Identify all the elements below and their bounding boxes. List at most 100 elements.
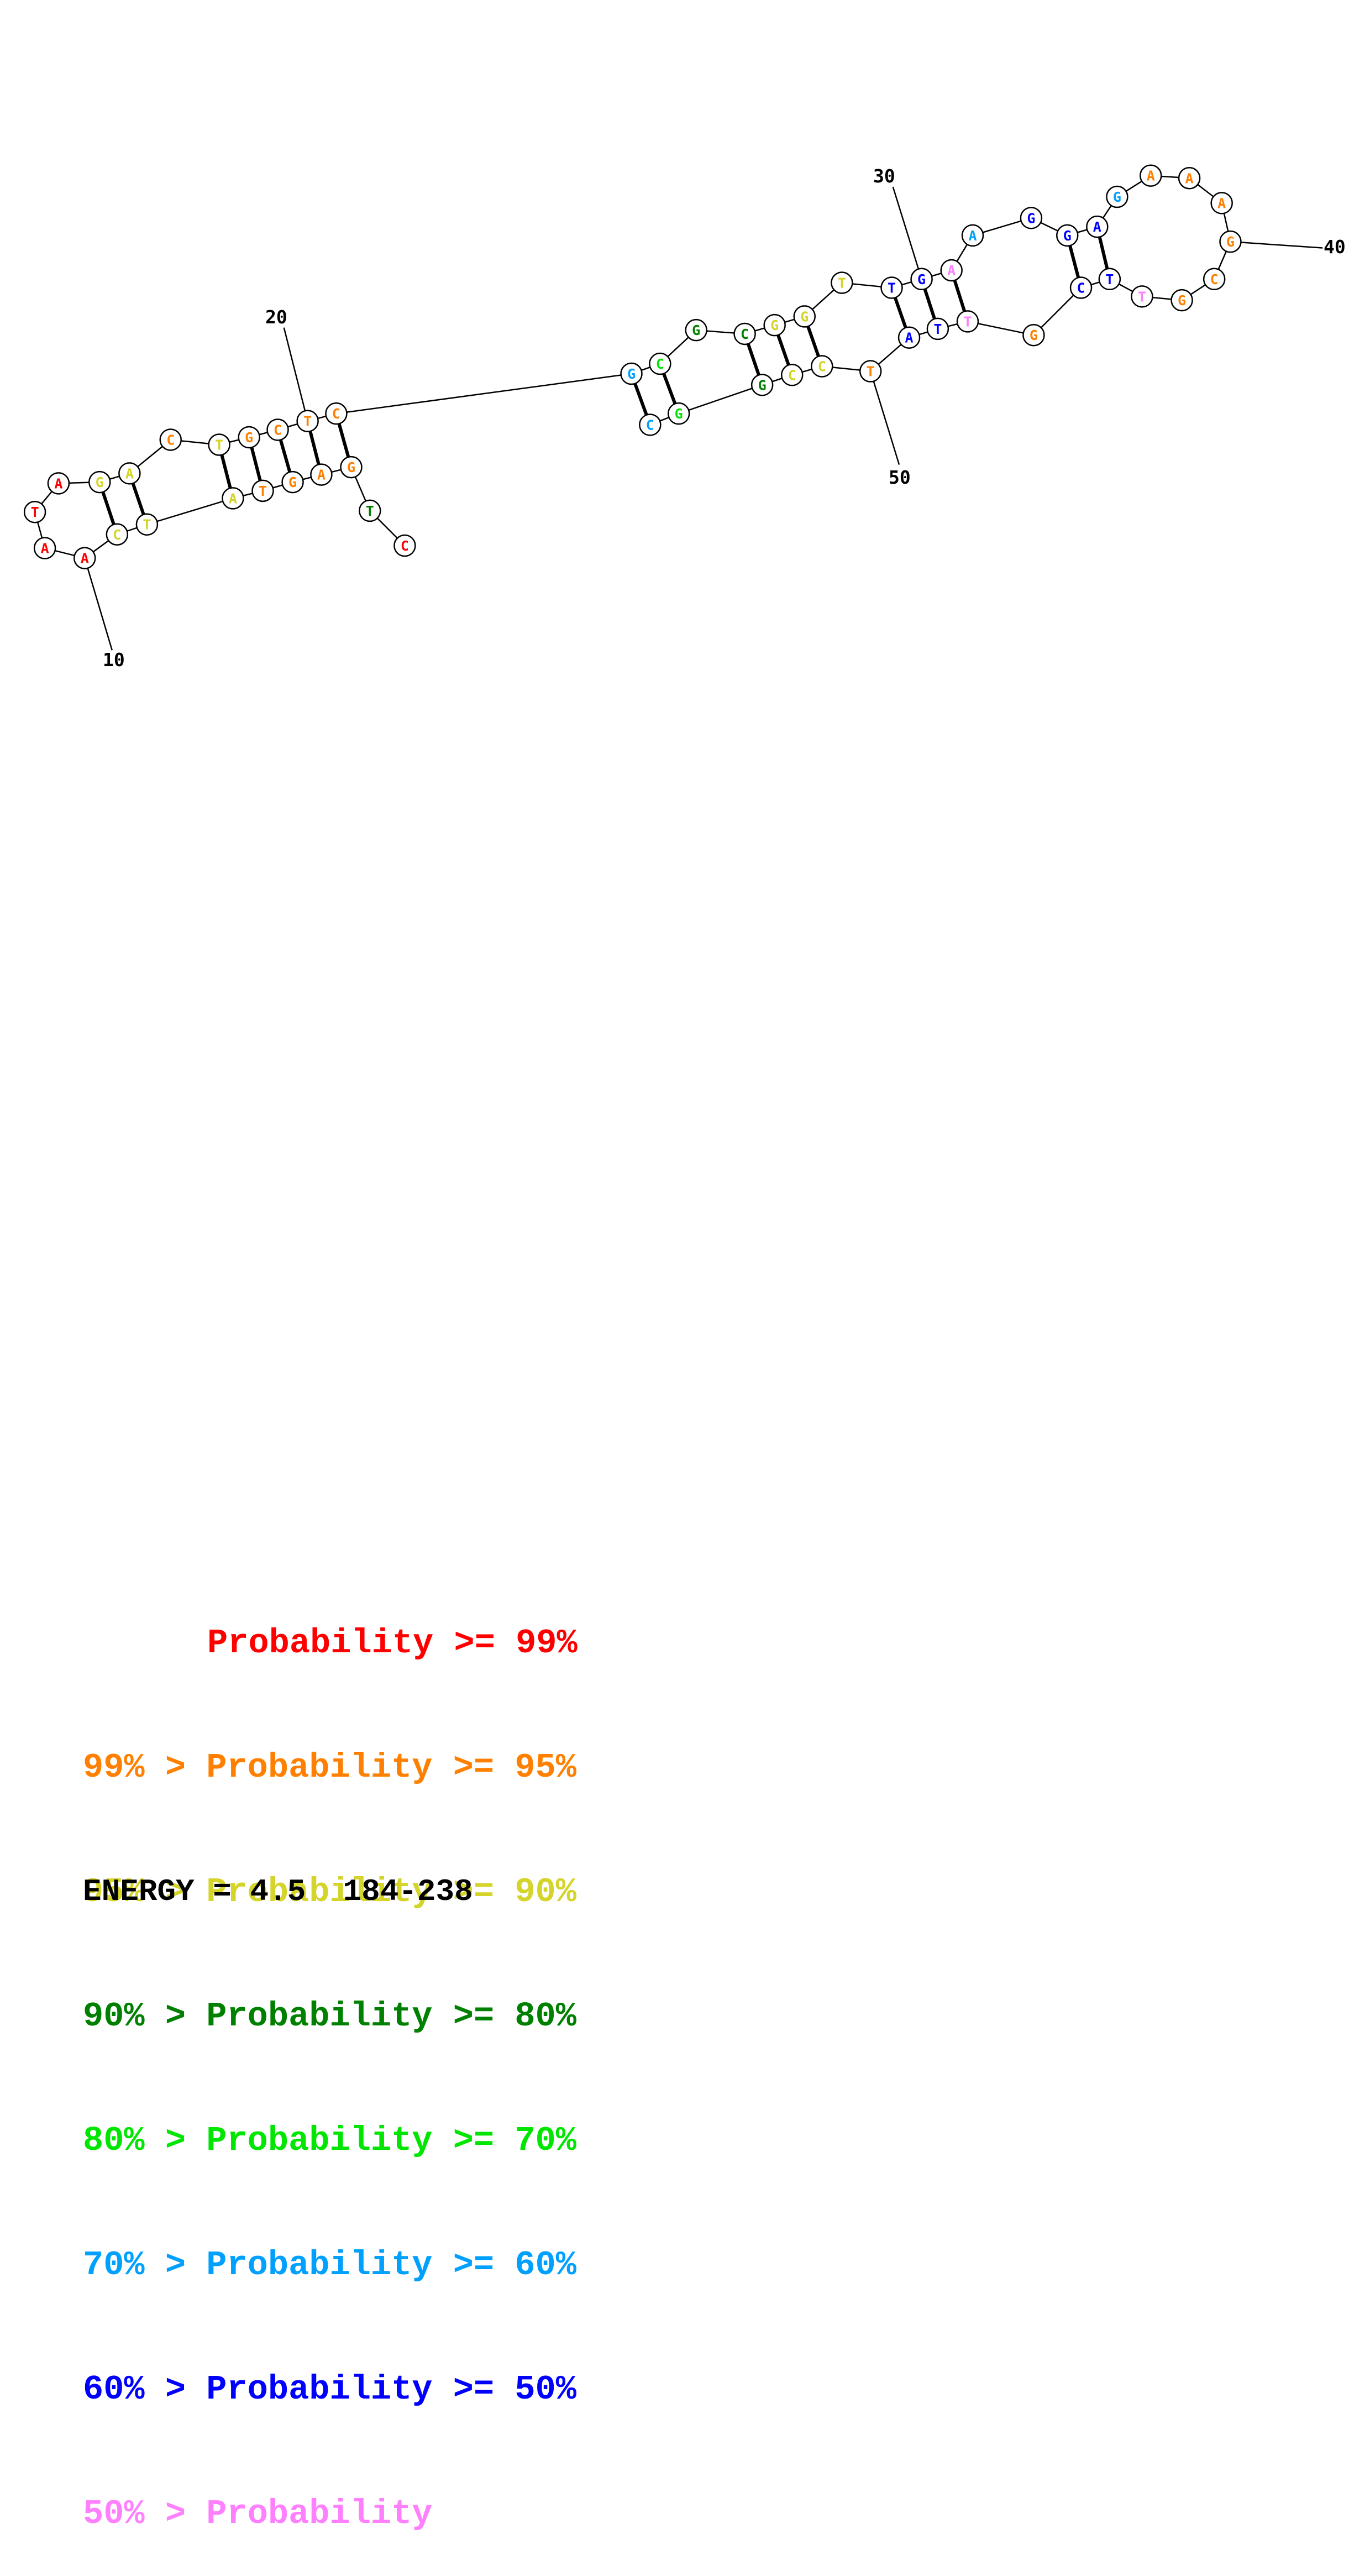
legend-prefix: 80% (83, 2121, 145, 2160)
tick-line-20 (283, 327, 308, 421)
legend-row-99: Probability >= 99% (83, 1622, 578, 1664)
nucleotide-circle (1139, 164, 1162, 187)
legend-suffix: >= 99% (433, 1624, 578, 1663)
nucleotide-10: A (73, 547, 96, 569)
nucleotide-circle (47, 472, 70, 495)
nucleotide-circle (73, 547, 96, 569)
nucleotide-base-letter: A (1217, 195, 1226, 211)
backbone-segment (967, 321, 1034, 336)
nucleotide-circle (266, 418, 289, 441)
nucleotide-54: G (667, 402, 690, 425)
nucleotide-base-letter: C (741, 326, 749, 342)
nucleotide-36: G (1106, 185, 1128, 208)
nucleotide-circle (961, 224, 984, 247)
legend-prefix: 50% (83, 2494, 145, 2533)
nucleotide-circle (1219, 230, 1242, 253)
nucleotide-base-letter: T (259, 483, 267, 499)
legend-suffix: >= 60% (432, 2245, 576, 2285)
legend-suffix: >= 50% (432, 2370, 576, 2409)
legend-prefix: 95% (83, 1872, 145, 1912)
nucleotide-35: A (1086, 215, 1109, 238)
nucleotide-base-letter: G (1030, 327, 1038, 343)
position-label-40: 40 (1324, 236, 1346, 258)
nucleotide-base-letter: C (401, 538, 409, 554)
nucleotide-base-letter: A (41, 541, 49, 557)
nucleotide-31: A (940, 259, 963, 282)
nucleotide-base-letter: A (968, 228, 977, 244)
nucleotide-circle (831, 271, 853, 294)
nucleotide-circle (685, 318, 707, 342)
nucleotide-base-letter: T (838, 275, 846, 291)
nucleotide-base-letter: C (818, 359, 826, 375)
position-label-50: 50 (889, 467, 911, 488)
nucleotide-22: G (620, 362, 643, 385)
nucleotide-base-letter: G (1226, 234, 1235, 250)
nucleotide-34: G (1056, 224, 1079, 247)
nucleotide-base-letter: A (81, 551, 89, 567)
nucleotide-53: G (750, 374, 774, 396)
nucleotide-base-letter: T (1138, 289, 1146, 305)
nucleotide-base-letter: A (947, 263, 956, 279)
nucleotide-circle (1098, 268, 1121, 291)
nucleotide-52: C (780, 364, 804, 386)
nucleotide-base-letter: G (245, 430, 253, 446)
nucleotide-base-letter: G (692, 322, 700, 338)
nucleotide-circle (159, 428, 182, 451)
nucleotide-17: G (281, 470, 304, 494)
legend-label: Probability (206, 2121, 433, 2160)
legend-label: Probability (206, 1748, 433, 1787)
nucleotide-39: A (1210, 192, 1233, 214)
tick-line-10 (84, 558, 113, 651)
tick-line-40 (1230, 240, 1323, 249)
energy-line: ENERGY = 4.5 184-238 (83, 1874, 473, 1909)
nucleotide-44: T (1098, 268, 1121, 291)
nucleotide-base-letter: G (758, 377, 767, 393)
nucleotide-circle (296, 410, 319, 432)
nucleotide-circle (667, 402, 690, 425)
nucleotide-circle (910, 268, 933, 291)
legend-comparator: > (144, 2370, 207, 2409)
backbone-segment (146, 498, 233, 525)
nucleotide-circle (733, 322, 756, 345)
nucleotide-base-letter: T (31, 504, 39, 520)
nucleotide-circle (620, 362, 643, 385)
nucleotide-circle (88, 470, 111, 494)
legend-label: Probability (206, 2494, 433, 2533)
backbone-segment (678, 384, 763, 415)
nucleotide-base-letter: A (125, 465, 134, 481)
nucleotide-2: A (118, 462, 141, 485)
nucleotide-base-letter: A (1093, 219, 1101, 235)
nucleotide-circle (393, 534, 416, 557)
nucleotide-base-letter: T (143, 517, 151, 533)
nucleotide-base-letter: T (867, 364, 875, 380)
nucleotide-base-letter: C (274, 422, 282, 438)
legend-label: Probability (207, 1624, 434, 1663)
nucleotide-50: T (859, 360, 882, 383)
nucleotide-33: G (1020, 207, 1043, 229)
nucleotide-circle (106, 523, 129, 546)
backbone-segment (336, 373, 632, 415)
nucleotide-base-letter: T (888, 280, 896, 296)
nucleotide-base-letter: C (656, 356, 664, 372)
nucleotide-circle (750, 374, 774, 396)
nucleotide-base-letter: C (166, 432, 175, 448)
legend-label: Probability (206, 1997, 433, 2036)
nucleotide-base-letter: G (627, 366, 636, 382)
nucleotide-base-letter: G (770, 317, 779, 333)
nucleotide-8: C (325, 402, 348, 425)
nucleotide-circle (281, 470, 304, 494)
nucleotide-51: C (811, 355, 833, 378)
legend-comparator: > (144, 1748, 207, 1787)
nucleotide-40: G (1219, 230, 1242, 253)
nucleotide-circle (649, 352, 671, 375)
nucleotide-circle (1020, 207, 1043, 229)
legend-prefix: 90% (83, 1997, 145, 2036)
nucleotide-base-letter: A (54, 475, 62, 491)
nucleotide-circle (222, 487, 244, 510)
nucleotide-circle (859, 360, 882, 383)
nucleotide-7: T (296, 410, 319, 432)
nucleotide-circle (926, 317, 949, 341)
nucleotide-11: T (23, 500, 46, 523)
